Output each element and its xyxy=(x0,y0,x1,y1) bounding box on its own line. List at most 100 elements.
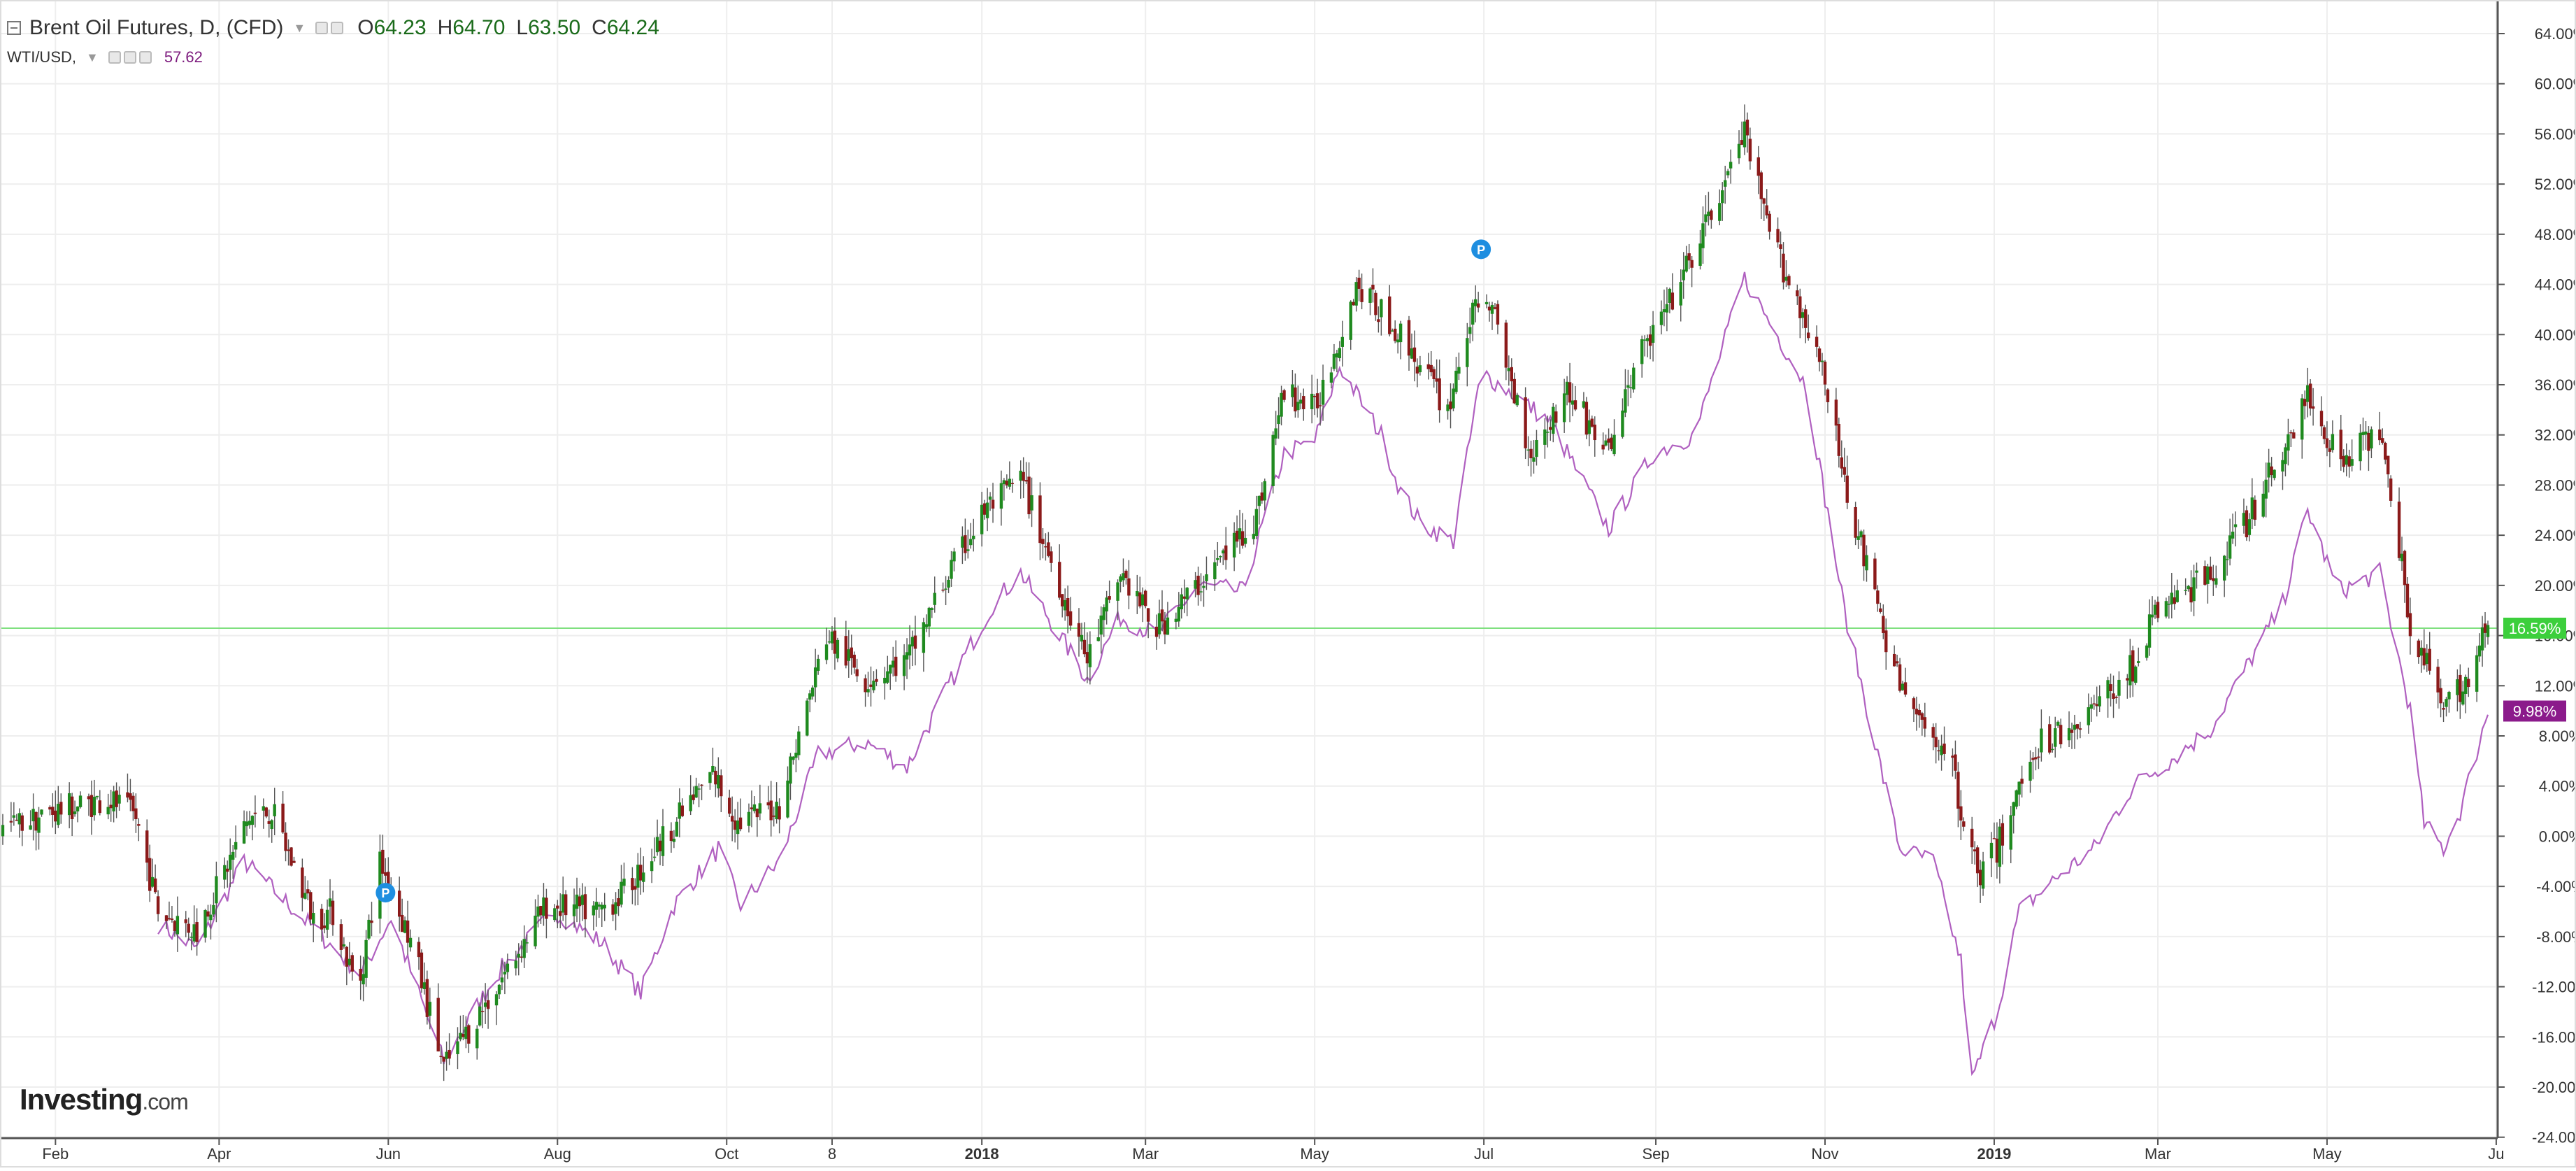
settings-icon[interactable] xyxy=(315,22,329,34)
candle-body xyxy=(1243,537,1247,544)
candle-body xyxy=(758,803,762,814)
candle-body xyxy=(2067,728,2071,741)
candle-body xyxy=(850,647,853,658)
candle-body xyxy=(397,890,401,917)
candle-body xyxy=(1446,404,1450,411)
candle-body xyxy=(1415,367,1419,374)
candle-body xyxy=(2145,645,2149,658)
candle-body xyxy=(37,817,41,833)
candle-body xyxy=(1759,172,1763,199)
candle-body xyxy=(1920,713,1924,720)
candle-body xyxy=(381,849,385,874)
low-label: L xyxy=(516,16,529,39)
candle-body xyxy=(170,918,174,921)
candle-body xyxy=(600,904,603,910)
event-marker[interactable] xyxy=(375,883,396,903)
candle-body xyxy=(31,809,35,822)
candle-body xyxy=(933,592,936,605)
candle-body xyxy=(2289,432,2293,434)
candle-body xyxy=(902,655,906,676)
wti-legend-name: WTI/USD, xyxy=(7,48,76,66)
y-tick-label: 44.00% xyxy=(2535,276,2576,294)
candle-body xyxy=(738,817,743,830)
candle-body xyxy=(2017,781,2021,795)
candle-body xyxy=(1787,276,1791,285)
candle-body xyxy=(1998,826,2002,867)
investing-logo[interactable]: Investing.com xyxy=(20,1083,189,1116)
collapse-icon[interactable] xyxy=(7,21,21,35)
candle-body xyxy=(1302,396,1305,410)
candle-body xyxy=(2486,625,2490,637)
candle-body xyxy=(2387,455,2390,475)
candle-body xyxy=(1476,303,1480,308)
candle-body xyxy=(370,920,373,923)
candle-body xyxy=(1882,616,1885,633)
candle-body xyxy=(1978,870,1982,886)
candle-body xyxy=(1610,437,1613,450)
y-tick-label: -4.00% xyxy=(2536,878,2576,895)
candle-body xyxy=(969,539,973,546)
high-label: H xyxy=(437,16,453,39)
candle-body xyxy=(1962,821,1966,827)
candle-body xyxy=(339,924,343,950)
y-tick-label: 56.00% xyxy=(2535,125,2576,143)
chevron-down-icon[interactable]: ▼ xyxy=(293,21,306,35)
candle-body xyxy=(1232,532,1236,558)
candle-body xyxy=(1834,399,1838,426)
candle-body xyxy=(1410,348,1414,359)
settings-icon[interactable] xyxy=(108,51,121,64)
candle-body xyxy=(2175,590,2179,602)
candle-body xyxy=(2173,597,2176,604)
candle-body xyxy=(2048,724,2052,753)
candle-body xyxy=(1380,299,1383,318)
candle-body xyxy=(836,639,840,659)
candle-body xyxy=(12,815,16,818)
candle-body xyxy=(115,790,118,807)
candle-body xyxy=(1280,392,1283,417)
candle-body xyxy=(1219,555,1222,558)
candle-body xyxy=(176,916,180,935)
gear-icon[interactable] xyxy=(331,22,344,34)
candle-body xyxy=(1377,319,1380,322)
candle-body xyxy=(250,816,255,825)
candle-body xyxy=(506,963,510,972)
candle-body xyxy=(2209,566,2212,580)
close-icon[interactable] xyxy=(138,51,152,64)
candle-body xyxy=(930,608,933,610)
candle-body xyxy=(1895,661,1899,664)
candle-body xyxy=(769,800,773,821)
y-tick-label: -8.00% xyxy=(2536,928,2576,946)
candle-body xyxy=(167,918,171,920)
candle-body xyxy=(564,894,568,916)
candle-body xyxy=(1024,480,1028,482)
candle-body xyxy=(2245,510,2249,538)
candle-body xyxy=(2405,583,2410,618)
candle-body xyxy=(1398,323,1403,343)
candle-body xyxy=(328,898,332,907)
candle-body xyxy=(2270,466,2273,476)
candle-body xyxy=(2195,570,2198,573)
gear-icon[interactable] xyxy=(123,51,136,64)
candle-body xyxy=(2480,627,2484,651)
candle-body xyxy=(2222,555,2226,581)
candle-body xyxy=(2347,456,2351,467)
candle-body xyxy=(1335,353,1339,357)
x-tick-label: May xyxy=(2312,1145,2342,1163)
event-markers[interactable]: PP xyxy=(375,239,1491,903)
candle-body xyxy=(1487,306,1491,311)
event-marker[interactable] xyxy=(1471,239,1491,260)
legend-row-brent: Brent Oil Futures, D, (CFD) ▼ O 64.23 H 64… xyxy=(7,13,659,43)
candle-body xyxy=(2015,790,2018,807)
candle-body xyxy=(1371,285,1375,290)
candle-body xyxy=(309,892,313,920)
candle-body xyxy=(522,939,526,958)
candle-body xyxy=(1884,630,1888,653)
candle-body xyxy=(67,793,71,816)
chevron-down-icon[interactable]: ▼ xyxy=(86,50,99,64)
y-tick-label: 4.00% xyxy=(2539,778,2576,795)
candle-body xyxy=(697,788,701,790)
candle-body xyxy=(1496,304,1500,325)
